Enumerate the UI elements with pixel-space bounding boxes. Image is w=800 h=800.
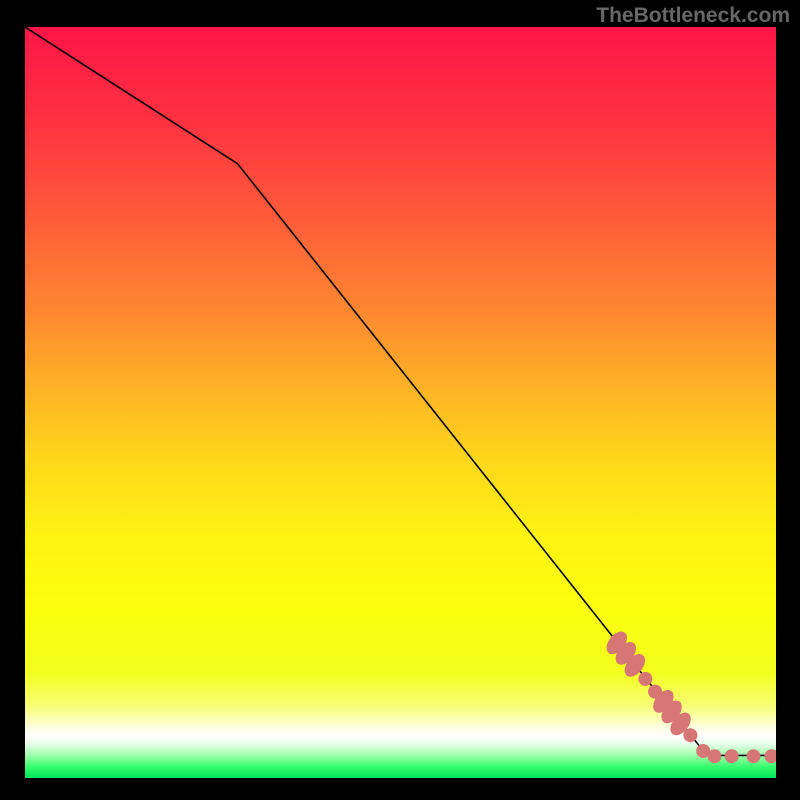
data-marker (764, 749, 776, 763)
line-scatter-chart (25, 27, 776, 778)
plot-area (25, 27, 776, 778)
attribution-text: TheBottleneck.com (596, 4, 790, 28)
data-marker (683, 728, 697, 742)
data-marker (638, 672, 652, 686)
data-marker (707, 749, 721, 763)
trend-line (25, 27, 776, 755)
data-marker (725, 749, 739, 763)
data-marker (746, 749, 760, 763)
